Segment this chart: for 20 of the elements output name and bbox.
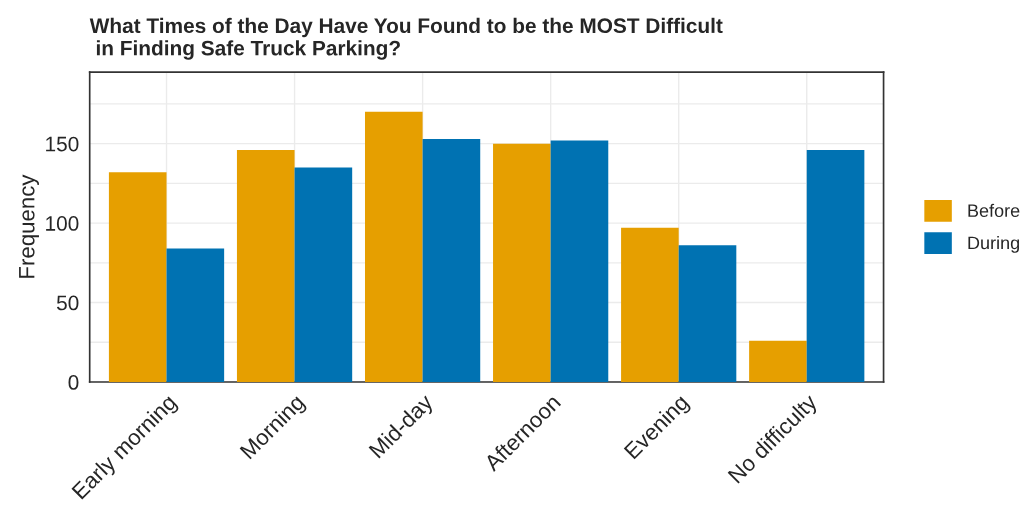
bar	[364, 111, 423, 383]
bar	[294, 167, 353, 383]
bar	[621, 227, 679, 383]
bar	[749, 340, 807, 383]
bar	[678, 245, 737, 383]
y-tick-label: 150	[46, 136, 79, 152]
legend-label: Before	[968, 203, 1020, 218]
bar	[493, 143, 551, 383]
y-tick-label: 50	[56, 295, 79, 311]
bar	[108, 172, 167, 383]
legend-label: During	[968, 236, 1019, 253]
bar	[422, 138, 481, 383]
bar	[806, 150, 865, 383]
chart-title: What Times of the Day Have You Found to be the MOST Difficult in Finding Safe Truck Parking?	[89, 17, 723, 60]
y-tick-label: 100	[46, 216, 79, 231]
y-tick-label: 0	[68, 375, 79, 390]
bar	[166, 248, 225, 383]
y-axis-title: Frequency	[19, 174, 39, 278]
bar	[236, 150, 295, 383]
bar	[550, 140, 609, 383]
